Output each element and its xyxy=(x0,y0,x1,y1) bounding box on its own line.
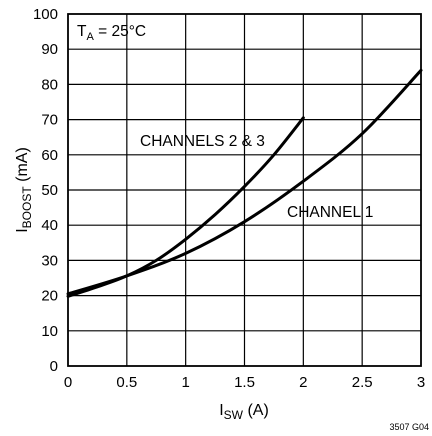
y-axis-title-subscript: BOOST xyxy=(20,186,34,229)
x-tick-label: 0.5 xyxy=(116,374,137,391)
condition-subscript: A xyxy=(86,31,94,43)
y-tick-label: 100 xyxy=(33,6,58,23)
y-tick-label: 20 xyxy=(41,288,58,305)
y-tick-label: 10 xyxy=(41,323,58,340)
y-tick-label: 30 xyxy=(41,252,58,269)
annotation-channels-2-3: CHANNELS 2 & 3 xyxy=(140,133,265,150)
y-axis-title-unit: (mA) xyxy=(14,147,31,186)
annotation-channel-1: CHANNEL 1 xyxy=(287,204,373,221)
x-tick-label: 2.5 xyxy=(352,374,373,391)
condition-tail: = 25°C xyxy=(94,23,146,40)
y-tick-label: 0 xyxy=(50,358,58,375)
x-tick-label: 2 xyxy=(299,374,307,391)
y-tick-label: 80 xyxy=(41,76,58,93)
data-series xyxy=(66,68,423,298)
x-tick-label: 1.5 xyxy=(234,374,255,391)
x-axis-title-main: I xyxy=(219,402,223,419)
y-axis-title-main: I xyxy=(14,228,31,232)
y-axis-title: IBOOST (mA) xyxy=(14,147,34,233)
series-line-channel-1 xyxy=(66,68,423,296)
figure-id: 3507 G04 xyxy=(389,422,429,432)
x-tick-label: 3 xyxy=(417,374,425,391)
condition-main: T xyxy=(77,23,87,40)
plot-frame xyxy=(67,13,422,367)
x-axis-title-unit: (A) xyxy=(243,402,269,419)
x-axis-title: ISW (A) xyxy=(219,402,269,422)
x-tick-label: 0 xyxy=(64,374,72,391)
grid-lines xyxy=(68,14,421,366)
y-tick-label: 60 xyxy=(41,147,58,164)
x-axis-title-subscript: SW xyxy=(224,408,244,422)
y-tick-label: 70 xyxy=(41,112,58,129)
y-tick-label: 40 xyxy=(41,217,58,234)
y-tick-label: 50 xyxy=(41,182,58,199)
y-tick-label: 90 xyxy=(41,41,58,58)
temperature-condition-label: TA = 25°C xyxy=(77,23,146,43)
x-tick-label: 1 xyxy=(181,374,189,391)
